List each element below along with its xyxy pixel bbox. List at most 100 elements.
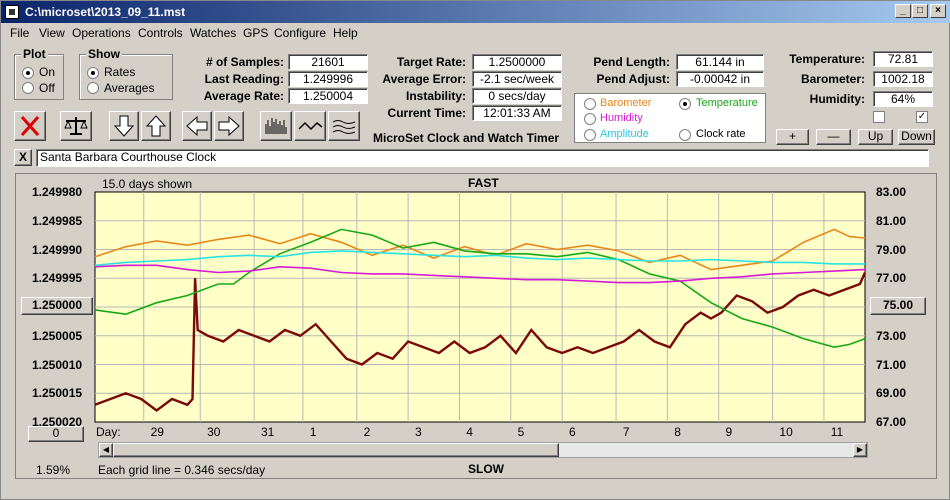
- humidity-radio[interactable]: [584, 113, 596, 125]
- clear-clock-button[interactable]: X: [14, 149, 32, 166]
- app-name-label: MicroSet Clock and Watch Timer: [373, 131, 560, 145]
- show-averages-radio[interactable]: [87, 82, 99, 94]
- x-day-label: 9: [725, 425, 733, 439]
- clock-rate-radio[interactable]: [679, 129, 691, 141]
- scroll-thumb[interactable]: [113, 443, 559, 457]
- amplitude-option-label: Amplitude: [600, 128, 649, 140]
- plus-button[interactable]: +: [776, 129, 809, 145]
- arrow-down-button[interactable]: [109, 111, 139, 141]
- clock-name-field[interactable]: Santa Barbara Courthouse Clock: [36, 149, 929, 167]
- y-left-tick: 1.250020: [32, 415, 83, 429]
- arrow-left-icon: [186, 115, 208, 137]
- rate-series-line: [94, 272, 867, 412]
- pend-length-field[interactable]: 61.144 in: [676, 54, 764, 70]
- grid-note-label: Each grid line = 0.346 secs/day: [98, 463, 266, 477]
- y-right-tick: 73.00: [876, 328, 907, 343]
- down-button[interactable]: Down: [898, 129, 935, 145]
- balance-button[interactable]: [60, 111, 92, 141]
- offset-button[interactable]: 0: [28, 426, 84, 442]
- samples-field: 21601: [288, 54, 368, 70]
- y-right-tick: 77.00: [876, 271, 907, 286]
- arrow-right-button[interactable]: [214, 111, 244, 141]
- minimize-button[interactable]: _: [895, 4, 911, 18]
- pend-adjust-label: Pend Adjust:: [596, 72, 670, 86]
- horizontal-scrollbar[interactable]: ◀ ▶: [98, 442, 868, 458]
- maximize-button[interactable]: □: [912, 4, 928, 18]
- x-day-label: 4: [466, 425, 473, 439]
- histogram-icon: [265, 118, 287, 134]
- menu-configure[interactable]: Configure: [274, 26, 327, 40]
- arrow-right-icon: [218, 115, 240, 137]
- arrow-up-button[interactable]: [141, 111, 171, 141]
- plot-group-label: Plot: [21, 47, 48, 61]
- arrow-left-button[interactable]: [182, 111, 212, 141]
- title-bar: C:\microset\2013_09_11.mst _ □ ×: [1, 1, 950, 23]
- x-day-label: 2: [363, 425, 371, 439]
- plot-group: Plot On Off: [14, 47, 64, 100]
- scroll-right-button[interactable]: ▶: [853, 443, 867, 457]
- show-rates-label: Rates: [104, 65, 136, 79]
- target-rate-label: Target Rate:: [396, 55, 466, 69]
- checkbox-right[interactable]: ✓: [916, 111, 928, 123]
- barometer-radio[interactable]: [584, 98, 596, 110]
- minus-button[interactable]: —: [816, 129, 851, 145]
- day-prefix-label: Day:: [96, 425, 121, 439]
- x-day-label: 11: [830, 425, 844, 439]
- amplitude-radio[interactable]: [584, 129, 596, 141]
- app-icon[interactable]: [5, 5, 19, 19]
- multi-wave-button[interactable]: [328, 111, 360, 141]
- overlay-selector: Barometer Temperature Humidity Amplitude…: [574, 93, 766, 143]
- y-right-tick: 71.00: [876, 357, 907, 372]
- target-rate-field[interactable]: 1.2500000: [472, 54, 562, 70]
- x-day-label: 6: [568, 425, 576, 439]
- last-reading-label: Last Reading:: [204, 72, 284, 86]
- x-day-label: 5: [517, 425, 525, 439]
- y-right-tick: 67.00: [876, 415, 907, 429]
- last-reading-field: 1.249996: [288, 71, 368, 87]
- y-left-tick: 1.250015: [32, 386, 83, 401]
- barometer-label: Barometer:: [800, 72, 865, 86]
- pend-length-label: Pend Length:: [593, 55, 670, 69]
- center-env-button[interactable]: 75.00: [870, 297, 926, 315]
- up-button[interactable]: Up: [858, 129, 893, 145]
- menu-watches[interactable]: Watches: [190, 26, 237, 40]
- x-day-label: 8: [674, 425, 681, 439]
- menu-operations[interactable]: Operations: [72, 26, 131, 40]
- plot-on-radio[interactable]: [22, 67, 34, 79]
- show-rates-radio[interactable]: [87, 67, 99, 79]
- menu-controls[interactable]: Controls: [138, 26, 183, 40]
- plot-off-radio[interactable]: [22, 82, 34, 94]
- histogram-button[interactable]: [260, 111, 292, 141]
- checkbox-left[interactable]: [873, 111, 885, 123]
- y-left-tick: 1.249985: [32, 213, 83, 228]
- menu-gps[interactable]: GPS: [243, 26, 269, 40]
- instability-field: 0 secs/day: [472, 88, 562, 104]
- chart-panel: 15.0 days shown FAST SLOW Each grid line…: [15, 173, 937, 479]
- humidity-field: 64%: [873, 91, 933, 107]
- average-error-field: -2.1 sec/week: [472, 71, 562, 87]
- multi-wave-icon: [332, 120, 356, 134]
- days-shown-label: 15.0 days shown: [102, 177, 193, 191]
- plot-off-label: Off: [39, 81, 55, 95]
- menu-file[interactable]: File: [10, 26, 30, 40]
- y-left-tick: 1.249995: [32, 271, 83, 286]
- x-day-label: 10: [779, 425, 793, 439]
- wave-button[interactable]: [294, 111, 326, 141]
- center-rate-button[interactable]: 1.250000: [21, 297, 93, 315]
- y-left-tick: 1.249990: [32, 242, 83, 257]
- scroll-left-button[interactable]: ◀: [99, 443, 113, 457]
- menu-bar: File View Operations Controls Watches GP…: [1, 23, 950, 43]
- stop-button[interactable]: [14, 111, 46, 141]
- current-time-field: 12:01:33 AM: [472, 105, 562, 121]
- y-right-tick: 81.00: [876, 213, 907, 228]
- fast-label: FAST: [468, 176, 499, 190]
- menu-view[interactable]: View: [39, 26, 65, 40]
- samples-label: # of Samples:: [205, 55, 284, 69]
- amplitude-series-line: [94, 250, 865, 267]
- menu-help[interactable]: Help: [333, 26, 358, 40]
- x-day-label: 3: [414, 425, 422, 439]
- close-window-button[interactable]: ×: [930, 4, 946, 18]
- temperature-radio[interactable]: [679, 98, 691, 110]
- temperature-option-label: Temperature: [696, 97, 758, 109]
